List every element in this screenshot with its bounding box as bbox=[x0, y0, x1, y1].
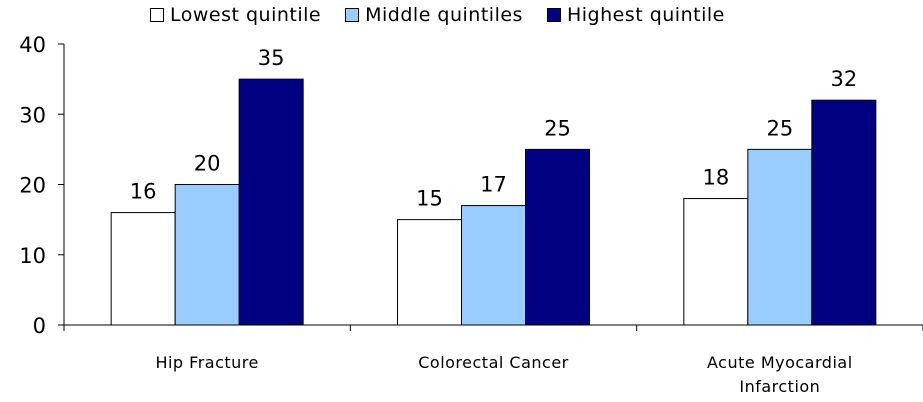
bar bbox=[683, 198, 749, 326]
data-label: 15 bbox=[416, 187, 443, 211]
bar bbox=[525, 148, 590, 326]
bar bbox=[397, 219, 462, 326]
bar bbox=[174, 184, 240, 326]
data-label: 17 bbox=[480, 173, 507, 197]
bar bbox=[811, 99, 877, 326]
legend: Lowest quintile Middle quintiles Highest… bbox=[150, 4, 749, 26]
legend-label-highest: Highest quintile bbox=[566, 4, 725, 26]
data-label: 35 bbox=[258, 46, 285, 70]
legend-item-middle: Middle quintiles bbox=[345, 4, 523, 26]
data-label: 18 bbox=[702, 166, 729, 190]
y-tick-label: 20 bbox=[19, 174, 46, 198]
legend-label-middle: Middle quintiles bbox=[365, 4, 523, 26]
legend-swatch-highest bbox=[546, 8, 561, 22]
data-label: 25 bbox=[544, 116, 571, 140]
x-tick-label: Hip Fracture bbox=[155, 353, 258, 372]
legend-item-lowest: Lowest quintile bbox=[150, 4, 321, 26]
bar bbox=[110, 212, 176, 326]
x-tick-label: Acute Myocardial bbox=[707, 353, 853, 372]
data-label: 20 bbox=[194, 152, 221, 176]
x-tick-label: Infarction bbox=[739, 377, 820, 396]
x-tick-label: Colorectal Cancer bbox=[418, 353, 569, 372]
legend-label-lowest: Lowest quintile bbox=[170, 4, 322, 26]
data-label: 32 bbox=[830, 67, 857, 91]
bar bbox=[747, 148, 813, 326]
y-tick-label: 30 bbox=[19, 103, 46, 127]
legend-swatch-middle bbox=[345, 8, 360, 22]
data-label: 25 bbox=[766, 116, 793, 140]
data-label: 16 bbox=[130, 180, 157, 204]
y-tick-label: 0 bbox=[33, 314, 46, 338]
bar bbox=[461, 205, 526, 326]
bar bbox=[238, 78, 304, 326]
y-tick-label: 10 bbox=[19, 244, 46, 268]
y-tick-label: 40 bbox=[19, 33, 46, 57]
legend-item-highest: Highest quintile bbox=[546, 4, 725, 26]
legend-swatch-lowest bbox=[150, 8, 164, 22]
